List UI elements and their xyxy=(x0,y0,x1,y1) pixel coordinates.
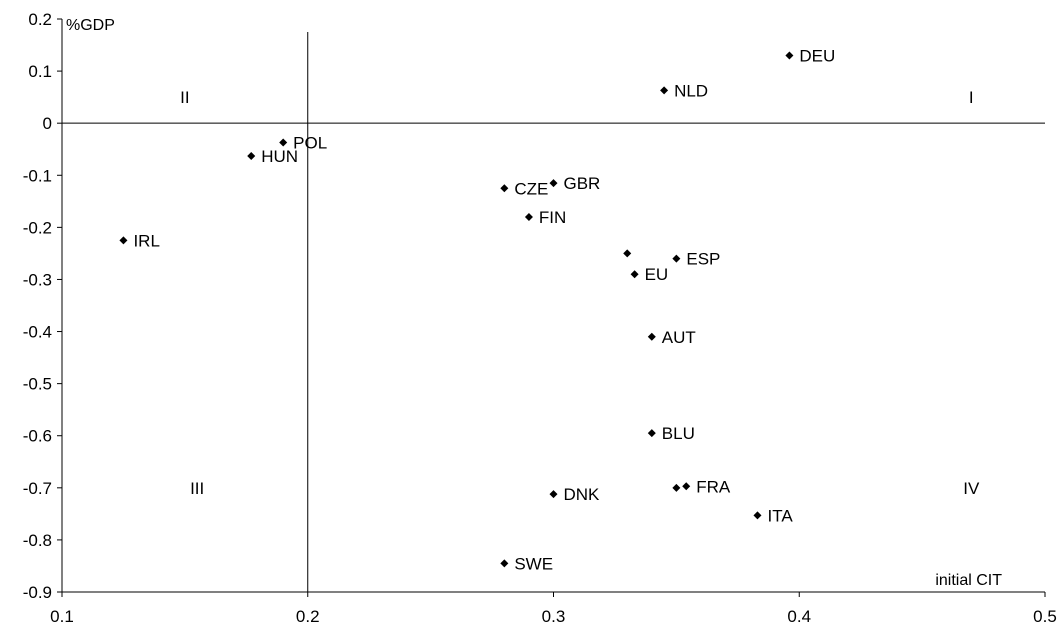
point-marker xyxy=(549,179,558,188)
y-tick-label: -0.5 xyxy=(23,375,52,394)
point-label: CZE xyxy=(514,179,548,198)
point-marker xyxy=(647,429,656,438)
point-label: GBR xyxy=(564,174,601,193)
point-label: ESP xyxy=(686,250,720,269)
point-label: AUT xyxy=(662,328,696,347)
point-marker xyxy=(672,483,681,492)
y-tick-label: 0.1 xyxy=(28,62,52,81)
quadrant-label: III xyxy=(190,479,204,498)
point-label: DEU xyxy=(799,46,835,65)
x-tick-label: 0.2 xyxy=(296,607,320,626)
point-label: IRL xyxy=(133,231,159,250)
point-label: SWE xyxy=(514,554,553,573)
y-tick-labels: 0.2 0.1 0 -0.1 -0.2 -0.3 -0.4 -0.5 -0.6 -0.7 -0.8 -… xyxy=(23,10,52,602)
x-tick-label: 0.4 xyxy=(787,607,811,626)
x-tick-labels: 0.1 0.2 0.3 0.4 0.5 xyxy=(50,607,1057,626)
point-marker xyxy=(753,511,762,520)
point-marker xyxy=(785,51,794,60)
point-marker xyxy=(549,490,558,499)
point-marker xyxy=(630,270,639,279)
point-marker xyxy=(623,249,632,258)
point-label: EU xyxy=(645,265,669,284)
y-tick-label: -0.4 xyxy=(23,323,52,342)
point-label: ITA xyxy=(767,506,793,525)
y-tick-label: -0.1 xyxy=(23,166,52,185)
x-tick-label: 0.5 xyxy=(1033,607,1057,626)
point-label: DNK xyxy=(564,485,601,504)
divider-lines xyxy=(62,32,1045,592)
y-tick-label: -0.8 xyxy=(23,531,52,550)
y-tick-label: -0.3 xyxy=(23,270,52,289)
quadrant-label: I xyxy=(969,88,974,107)
y-axis-label: %GDP xyxy=(66,17,115,34)
x-tick-label: 0.3 xyxy=(542,607,566,626)
y-tick-label: -0.7 xyxy=(23,479,52,498)
point-marker xyxy=(647,332,656,341)
point-label: FRA xyxy=(696,477,731,496)
point-marker xyxy=(682,482,691,491)
y-tick-label: 0.2 xyxy=(28,10,52,29)
point-label: POL xyxy=(293,133,327,152)
point-label: NLD xyxy=(674,81,708,100)
axes xyxy=(57,18,1046,597)
point-marker xyxy=(247,151,256,160)
point-label: FIN xyxy=(539,208,566,227)
x-axis-label: initial CIT xyxy=(935,572,1002,589)
point-marker xyxy=(672,254,681,263)
point-label: HUN xyxy=(261,147,298,166)
point-marker xyxy=(119,236,128,245)
x-tick-label: 0.1 xyxy=(50,607,74,626)
point-marker xyxy=(660,86,669,95)
point-marker xyxy=(524,212,533,221)
y-tick-label: 0 xyxy=(43,114,52,133)
point-marker xyxy=(279,138,288,147)
point-label: BLU xyxy=(662,424,695,443)
y-tick-label: -0.6 xyxy=(23,427,52,446)
quadrant-label: IV xyxy=(963,479,980,498)
y-tick-label: -0.2 xyxy=(23,218,52,237)
point-marker xyxy=(500,184,509,193)
point-marker xyxy=(500,559,509,568)
y-tick-label: -0.9 xyxy=(23,583,52,602)
quadrant-label: II xyxy=(180,88,189,107)
